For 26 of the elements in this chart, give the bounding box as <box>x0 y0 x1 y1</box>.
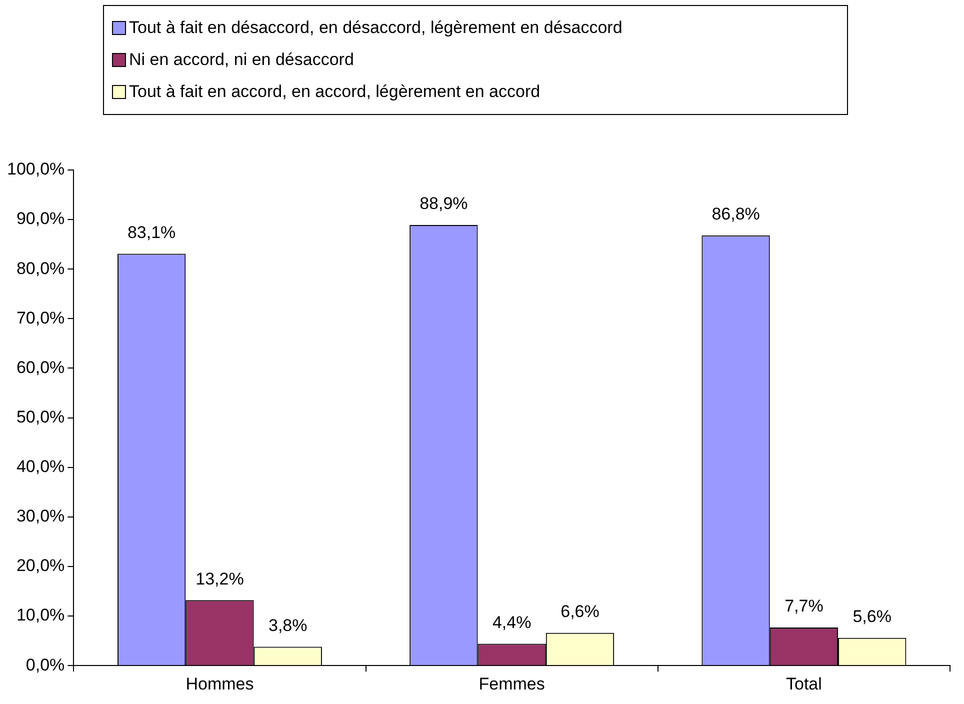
y-tick-label: 20,0% <box>16 556 65 576</box>
legend-label: Ni en accord, ni en désaccord <box>129 50 354 70</box>
y-tick-label: 60,0% <box>16 358 65 377</box>
data-label: 83,1% <box>127 222 176 242</box>
data-label: 13,2% <box>196 569 244 588</box>
data-label: 3,8% <box>268 616 308 635</box>
x-tick-label: Total <box>786 674 822 694</box>
y-tick-label: 10,0% <box>16 606 65 625</box>
data-label: 4,4% <box>492 612 532 632</box>
legend-label: Tout à fait en désaccord, en désaccord, légèrement en désaccord <box>129 18 622 38</box>
y-tick-label: 100,0% <box>6 160 65 179</box>
y-tick-label: 50,0% <box>16 407 65 426</box>
y-tick-label: 70,0% <box>16 308 65 328</box>
data-label: 88,9% <box>420 194 468 214</box>
legend-label: Tout à fait en accord, en accord, légèrement en accord <box>129 82 540 102</box>
x-tick-label: Femmes <box>478 674 545 694</box>
y-tick-label: 80,0% <box>16 258 65 278</box>
y-tick-label: 30,0% <box>16 506 65 526</box>
y-tick-label: 90,0% <box>16 209 65 228</box>
y-tick-label: 0,0% <box>26 655 65 674</box>
y-tick-label: 40,0% <box>16 457 65 476</box>
x-tick-label: Hommes <box>186 674 254 694</box>
data-label: 6,6% <box>560 602 600 622</box>
data-label: 7,7% <box>784 596 824 616</box>
data-label: 5,6% <box>852 607 892 626</box>
data-label: 86,8% <box>712 204 760 224</box>
